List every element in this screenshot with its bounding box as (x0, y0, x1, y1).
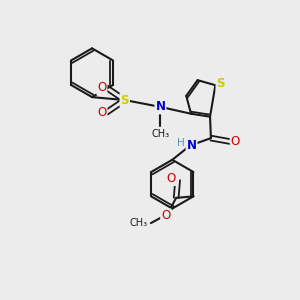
Text: N: N (155, 100, 165, 113)
Text: N: N (187, 139, 196, 152)
Text: O: O (231, 135, 240, 148)
Text: H: H (177, 138, 185, 148)
Text: CH₃: CH₃ (130, 218, 148, 228)
Text: S: S (217, 77, 225, 90)
Text: S: S (121, 94, 129, 106)
Text: O: O (97, 81, 106, 94)
Text: O: O (161, 209, 170, 222)
Text: O: O (97, 106, 106, 119)
Text: O: O (167, 172, 176, 185)
Text: CH₃: CH₃ (151, 129, 169, 139)
